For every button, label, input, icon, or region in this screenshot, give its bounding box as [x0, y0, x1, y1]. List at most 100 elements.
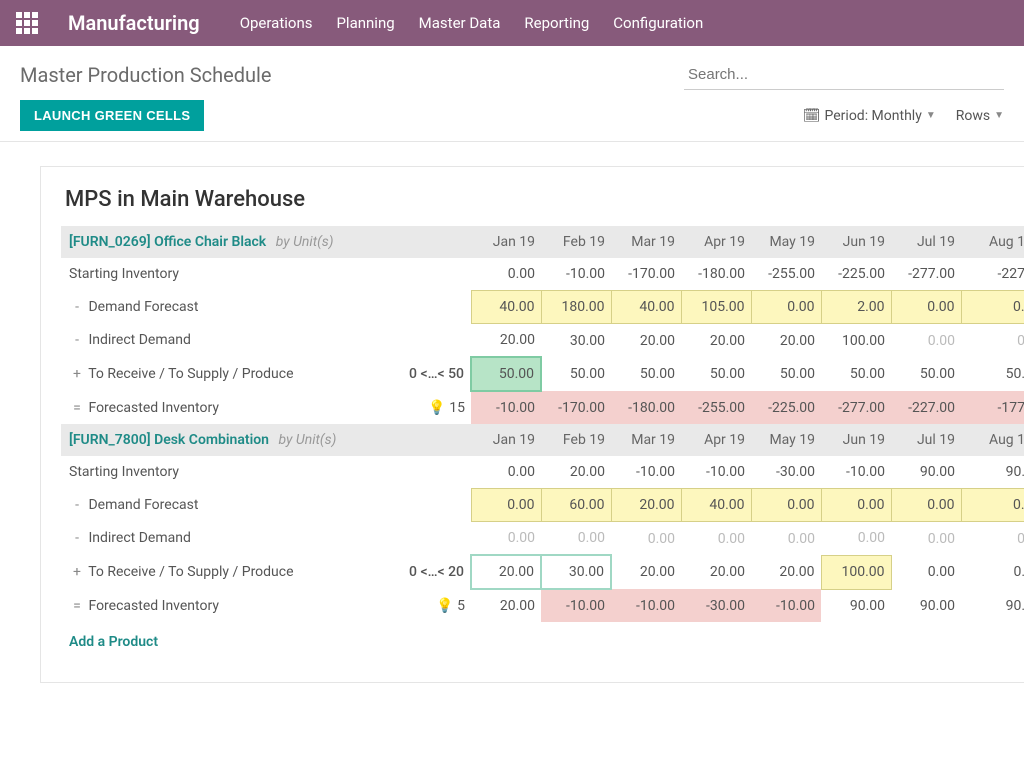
table-row: Starting Inventory0.00-10.00-170.00-180.…: [61, 258, 1024, 291]
launch-green-cells-button[interactable]: LAUNCH GREEN CELLS: [20, 100, 204, 131]
topbar: Manufacturing Operations Planning Master…: [0, 0, 1024, 46]
row-label: = Forecasted Inventory: [61, 391, 397, 424]
supply-cell[interactable]: 100.00: [821, 555, 891, 589]
demand-cell[interactable]: 0.00: [891, 489, 961, 522]
table-row: - Indirect Demand20.0030.0020.0020.0020.…: [61, 324, 1024, 358]
period-selector[interactable]: 🗓 Period: Monthly ▼: [803, 108, 936, 124]
demand-cell[interactable]: 0.00: [751, 489, 821, 522]
demand-cell[interactable]: 105.00: [681, 291, 751, 324]
forecast-cell: 90.00: [891, 589, 961, 622]
supply-cell[interactable]: 20.00: [751, 555, 821, 589]
nav-reporting[interactable]: Reporting: [524, 14, 589, 32]
supply-cell[interactable]: 0.: [961, 555, 1024, 589]
apps-icon[interactable]: [16, 12, 38, 34]
supply-cell[interactable]: 50.00: [611, 357, 681, 391]
value-cell: 0.00: [821, 522, 891, 556]
supply-cell[interactable]: 50.: [961, 357, 1024, 391]
value-cell: -180.00: [681, 258, 751, 291]
product-link[interactable]: [FURN_0269] Office Chair Black: [69, 234, 266, 250]
demand-cell[interactable]: 40.00: [681, 489, 751, 522]
row-label: - Demand Forecast: [61, 291, 397, 324]
mps-panel: MPS in Main Warehouse [FURN_0269] Office…: [40, 166, 1024, 683]
rows-selector[interactable]: Rows ▼: [956, 108, 1004, 124]
demand-cell[interactable]: 0.00: [751, 291, 821, 324]
demand-cell[interactable]: 0.: [961, 489, 1024, 522]
table-row: - Demand Forecast0.0060.0020.0040.000.00…: [61, 489, 1024, 522]
nav-operations[interactable]: Operations: [240, 14, 313, 32]
demand-cell[interactable]: 180.00: [541, 291, 611, 324]
nav-master-data[interactable]: Master Data: [419, 14, 501, 32]
units-label: by Unit(s): [278, 432, 336, 448]
content: MPS in Main Warehouse [FURN_0269] Office…: [0, 142, 1024, 683]
demand-cell[interactable]: 0.: [961, 291, 1024, 324]
value-cell: 20.00: [541, 456, 611, 489]
value-cell: 0.00: [471, 456, 541, 489]
month-header: Jan 19: [471, 424, 541, 456]
forecast-cell: 20.00: [471, 589, 541, 622]
month-header: Mar 19: [611, 424, 681, 456]
nav-planning[interactable]: Planning: [336, 14, 394, 32]
month-header: Jan 19: [471, 226, 541, 258]
value-cell: 20.00: [751, 324, 821, 358]
month-header: May 19: [751, 424, 821, 456]
value-cell: 0.00: [681, 522, 751, 556]
value-cell: 0.00: [471, 258, 541, 291]
supply-cell[interactable]: 30.00: [541, 555, 611, 589]
month-header: May 19: [751, 226, 821, 258]
value-cell: -255.00: [751, 258, 821, 291]
rows-label: Rows: [956, 108, 990, 124]
value-cell: 0.00: [611, 522, 681, 556]
value-cell: 0.00: [471, 522, 541, 556]
supply-cell[interactable]: 50.00: [471, 357, 541, 391]
month-header: Jun 19: [821, 424, 891, 456]
supply-cell[interactable]: 20.00: [681, 555, 751, 589]
value-cell: -225.00: [821, 258, 891, 291]
forecast-cell: -30.00: [681, 589, 751, 622]
forecast-cell: -10.00: [541, 589, 611, 622]
value-cell: 0.00: [891, 522, 961, 556]
supply-cell[interactable]: 50.00: [891, 357, 961, 391]
mps-table: [FURN_0269] Office Chair Black by Unit(s…: [61, 226, 1024, 622]
forecast-cell: 90.: [961, 589, 1024, 622]
month-header: Jul 19: [891, 424, 961, 456]
value-cell: -10.00: [541, 258, 611, 291]
search-input[interactable]: [684, 60, 1004, 90]
value-cell: -170.00: [611, 258, 681, 291]
supply-cell[interactable]: 0.00: [891, 555, 961, 589]
range-cell: 0 <…< 20: [397, 555, 471, 589]
value-cell: 20.00: [611, 324, 681, 358]
calendar-icon: 🗓: [803, 108, 821, 124]
demand-cell[interactable]: 0.00: [821, 489, 891, 522]
value-cell: 90.00: [891, 456, 961, 489]
panel-title: MPS in Main Warehouse: [61, 187, 1024, 212]
product-header-row: [FURN_7800] Desk Combination by Unit(s) J…: [61, 424, 1024, 456]
demand-cell[interactable]: 0.00: [891, 291, 961, 324]
value-cell: 30.00: [541, 324, 611, 358]
value-cell: 20.00: [471, 324, 541, 358]
table-row: = Forecasted Inventory💡 520.00-10.00-10.…: [61, 589, 1024, 622]
demand-cell[interactable]: 40.00: [611, 291, 681, 324]
value-cell: 100.00: [821, 324, 891, 358]
nav-configuration[interactable]: Configuration: [613, 14, 703, 32]
month-header: Apr 19: [681, 424, 751, 456]
value-cell: 0: [961, 324, 1024, 358]
supply-cell[interactable]: 50.00: [681, 357, 751, 391]
demand-cell[interactable]: 2.00: [821, 291, 891, 324]
nav: Operations Planning Master Data Reportin…: [240, 14, 704, 32]
supply-cell[interactable]: 50.00: [821, 357, 891, 391]
demand-cell[interactable]: 60.00: [541, 489, 611, 522]
forecast-cell: -10.00: [751, 589, 821, 622]
product-link[interactable]: [FURN_7800] Desk Combination: [69, 432, 269, 448]
page-title: Master Production Schedule: [20, 63, 271, 87]
demand-cell[interactable]: 40.00: [471, 291, 541, 324]
month-header: Apr 19: [681, 226, 751, 258]
demand-cell[interactable]: 20.00: [611, 489, 681, 522]
supply-cell[interactable]: 50.00: [541, 357, 611, 391]
add-product-link[interactable]: Add a Product: [61, 622, 166, 662]
supply-cell[interactable]: 20.00: [611, 555, 681, 589]
supply-cell[interactable]: 50.00: [751, 357, 821, 391]
row-label: - Demand Forecast: [61, 489, 397, 522]
table-row: Starting Inventory0.0020.00-10.00-10.00-…: [61, 456, 1024, 489]
demand-cell[interactable]: 0.00: [471, 489, 541, 522]
supply-cell[interactable]: 20.00: [471, 555, 541, 589]
